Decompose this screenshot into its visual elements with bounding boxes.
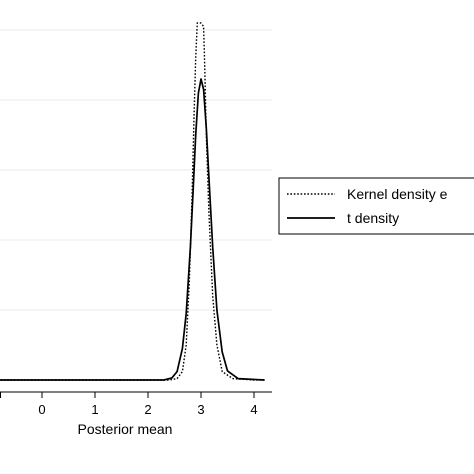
legend: Kernel density e t density bbox=[278, 177, 474, 235]
x-tick-label-4: 4 bbox=[250, 402, 257, 417]
legend-label-kernel-density: Kernel density e bbox=[347, 186, 448, 202]
legend-label-t-density: t density bbox=[347, 210, 399, 226]
x-tick-label-2: 2 bbox=[144, 402, 151, 417]
x-tick-label-3: 3 bbox=[197, 402, 204, 417]
x-axis: 0 1 2 3 4 bbox=[0, 391, 272, 417]
series-lines bbox=[0, 22, 265, 381]
legend-box bbox=[278, 177, 474, 235]
grid-lines bbox=[0, 29, 272, 311]
series-line-kernel-density bbox=[0, 22, 265, 381]
x-tick-label-0: 0 bbox=[38, 402, 45, 417]
x-axis-label: Posterior mean bbox=[78, 421, 173, 437]
x-tick-label-1: 1 bbox=[91, 402, 98, 417]
series-line-t-density bbox=[0, 78, 265, 381]
